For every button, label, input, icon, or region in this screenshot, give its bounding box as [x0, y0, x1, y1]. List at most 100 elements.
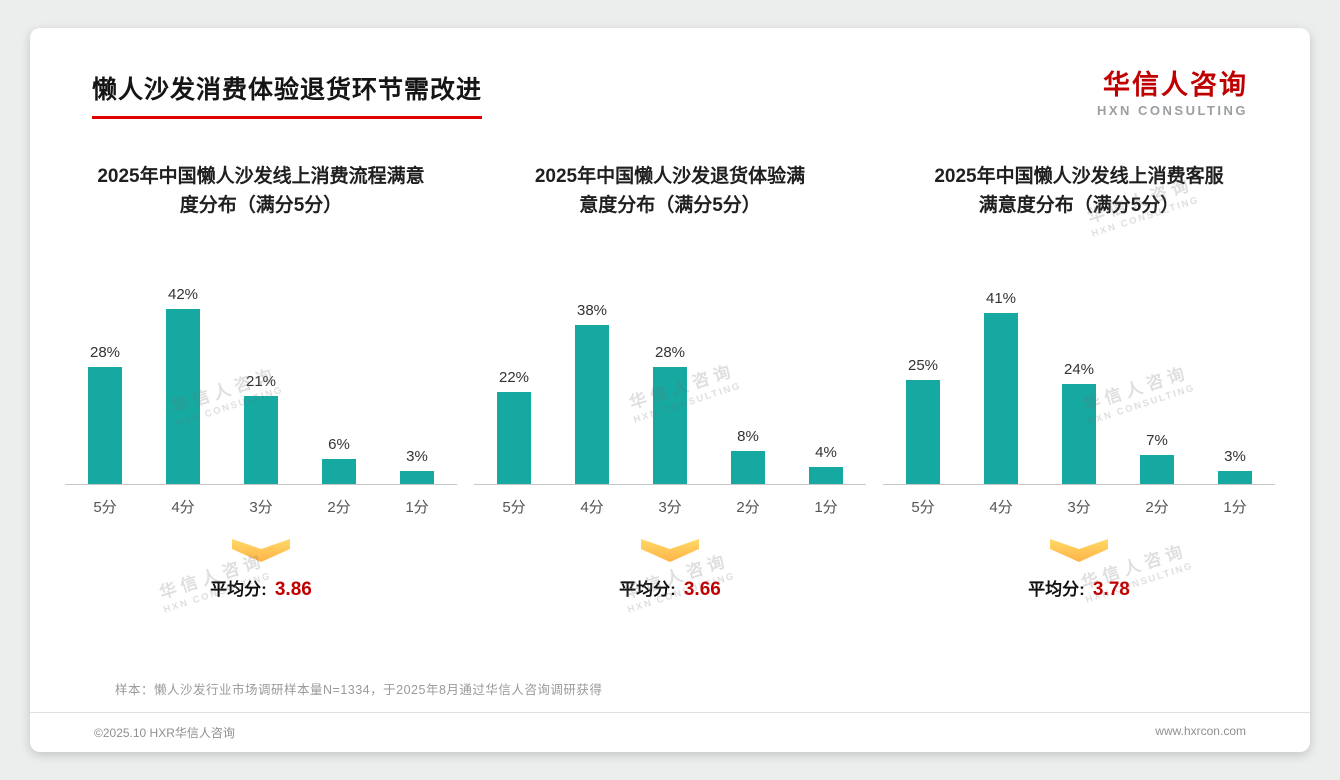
x-axis-label: 2分	[327, 499, 351, 516]
bar	[575, 325, 609, 484]
x-axis-label: 3分	[658, 499, 682, 516]
bar	[400, 471, 434, 484]
bar-column: 8%	[731, 428, 765, 484]
x-axis-label: 5分	[502, 499, 526, 516]
logo-cn-text: 华信人咨询	[1103, 70, 1248, 100]
bar-value-label: 8%	[737, 428, 759, 445]
chart-title: 2025年中国懒人沙发线上消费流程满意 度分布（满分5分）	[97, 163, 424, 225]
bar-value-label: 3%	[1224, 448, 1246, 465]
bar-column: 28%	[88, 344, 122, 484]
x-axis-label: 4分	[989, 499, 1013, 516]
chart-title-line1: 2025年中国懒人沙发退货体验满	[534, 166, 806, 187]
x-axis-label: 3分	[249, 499, 273, 516]
bar-value-label: 24%	[1063, 361, 1095, 378]
chart-title: 2025年中国懒人沙发退货体验满 意度分布（满分5分）	[535, 163, 805, 225]
bar-value-label: 41%	[985, 290, 1017, 307]
bar-column: 28%	[653, 344, 687, 484]
bar-column: 7%	[1140, 432, 1174, 484]
bar-value-label: 22%	[498, 369, 530, 386]
bar-value-label: 28%	[89, 344, 121, 361]
chart-title-line1: 2025年中国懒人沙发线上消费客服	[934, 166, 1224, 187]
bar	[984, 313, 1018, 484]
bar-value-label: 3%	[406, 448, 428, 465]
bar	[1218, 471, 1252, 484]
bar	[731, 451, 765, 484]
average-value: 3.66	[683, 579, 721, 600]
bar-plot: 22% 38% 28% 8% 4%	[474, 273, 866, 485]
chart-title-line2: 度分布（满分5分）	[179, 194, 343, 216]
bar-value-label: 21%	[245, 373, 277, 390]
header: 懒人沙发消费体验退货环节需改进 华信人咨询 HXN CONSULTING	[30, 28, 1310, 119]
bar-value-label: 25%	[907, 357, 939, 374]
bar	[244, 396, 278, 484]
bar-column: 25%	[906, 357, 940, 484]
bar-column: 38%	[575, 302, 609, 484]
chart-title-line1: 2025年中国懒人沙发线上消费流程满意	[97, 166, 425, 187]
x-axis-label: 1分	[405, 499, 429, 516]
bar	[1140, 455, 1174, 484]
logo-en-text: HXN CONSULTING	[1096, 103, 1248, 119]
bar	[906, 380, 940, 484]
bar-column: 3%	[400, 448, 434, 484]
chart-satisfaction-process: 2025年中国懒人沙发线上消费流程满意 度分布（满分5分） 28% 42% 21% 6…	[58, 163, 464, 601]
chart-satisfaction-returns: 2025年中国懒人沙发退货体验满 意度分布（满分5分） 22% 38% 28% 8% 4…	[467, 163, 873, 601]
average-score-row: 平均分: 3.78	[1028, 575, 1130, 601]
bar	[497, 392, 531, 484]
down-arrow-icon	[641, 539, 699, 562]
slide-card: 懒人沙发消费体验退货环节需改进 华信人咨询 HXN CONSULTING 202…	[30, 28, 1310, 752]
x-axis-label: 2分	[736, 499, 760, 516]
bar	[653, 367, 687, 484]
average-score-row: 平均分: 3.86	[210, 575, 312, 601]
x-axis-labels: 5分 4分 3分 2分 1分	[65, 496, 457, 517]
x-axis-labels: 5分 4分 3分 2分 1分	[474, 496, 866, 517]
chart-title-line2: 意度分布（满分5分）	[579, 194, 761, 216]
x-axis-label: 5分	[911, 499, 935, 516]
bar-column: 3%	[1218, 448, 1252, 484]
bar-value-label: 4%	[815, 444, 837, 461]
average-value: 3.86	[274, 579, 312, 600]
bar	[88, 367, 122, 484]
bar	[322, 459, 356, 484]
bar-column: 42%	[166, 286, 200, 484]
down-arrow-icon	[1050, 539, 1108, 562]
bar	[1062, 384, 1096, 484]
average-label: 平均分:	[619, 580, 676, 599]
bar-column: 4%	[809, 444, 843, 484]
average-score-row: 平均分: 3.66	[619, 575, 721, 601]
x-axis-label: 3分	[1067, 499, 1091, 516]
bar-value-label: 38%	[576, 302, 608, 319]
page-title: 懒人沙发消费体验退货环节需改进	[92, 70, 483, 119]
x-axis-label: 4分	[580, 499, 604, 516]
bar-plot: 28% 42% 21% 6% 3%	[65, 273, 457, 485]
bar-column: 22%	[497, 369, 531, 484]
x-axis-label: 1分	[1223, 499, 1247, 516]
bar	[166, 309, 200, 484]
chart-title-line2: 满意度分布（满分5分）	[978, 194, 1180, 216]
bar-plot: 25% 41% 24% 7% 3%	[883, 273, 1275, 485]
bar-column: 6%	[322, 436, 356, 484]
average-label: 平均分:	[1028, 580, 1085, 599]
x-axis-label: 2分	[1145, 499, 1169, 516]
bar-column: 41%	[984, 290, 1018, 484]
x-axis-label: 1分	[814, 499, 838, 516]
website-text: www.hxrcon.com	[1155, 724, 1246, 738]
average-label: 平均分:	[210, 580, 267, 599]
bar	[809, 467, 843, 484]
chart-satisfaction-service: 2025年中国懒人沙发线上消费客服 满意度分布（满分5分） 25% 41% 24% 7…	[876, 163, 1282, 601]
charts-row: 2025年中国懒人沙发线上消费流程满意 度分布（满分5分） 28% 42% 21% 6…	[30, 163, 1310, 601]
bar-value-label: 42%	[167, 286, 199, 303]
sample-footnote: 样本：懒人沙发行业市场调研样本量N=1334，于2025年8月通过华信人咨询调研…	[115, 683, 603, 697]
bar-value-label: 28%	[654, 344, 686, 361]
x-axis-label: 5分	[93, 499, 117, 516]
footer-bar: ©2025.10 HXR华信人咨询 www.hxrcon.com	[30, 712, 1310, 752]
copyright-text: ©2025.10 HXR华信人咨询	[94, 726, 235, 740]
x-axis-label: 4分	[171, 499, 195, 516]
bar-value-label: 7%	[1146, 432, 1168, 449]
average-value: 3.78	[1092, 579, 1130, 600]
bar-column: 21%	[244, 373, 278, 484]
down-arrow-icon	[232, 539, 290, 562]
bar-column: 24%	[1062, 361, 1096, 484]
bar-value-label: 6%	[328, 436, 350, 453]
x-axis-labels: 5分 4分 3分 2分 1分	[883, 496, 1275, 517]
company-logo: 华信人咨询 HXN CONSULTING	[1097, 70, 1248, 119]
